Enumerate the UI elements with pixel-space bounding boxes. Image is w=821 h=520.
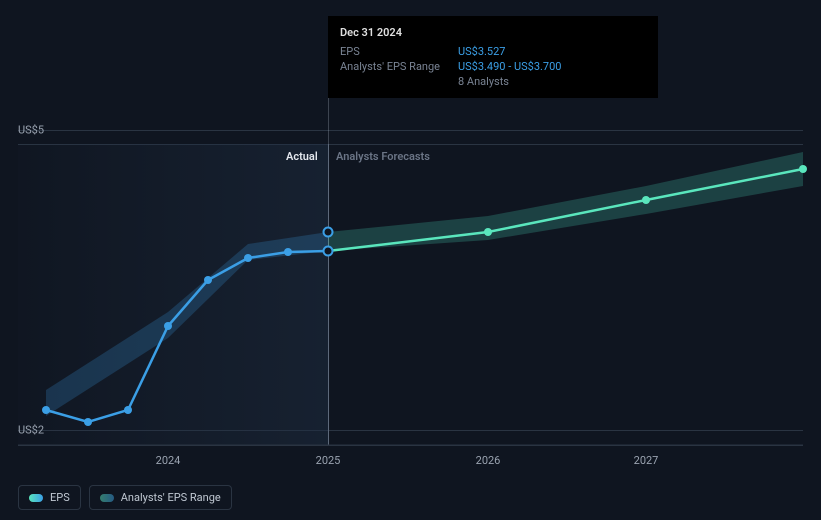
tooltip-key-range: Analysts' EPS Range bbox=[340, 60, 458, 73]
legend-swatch-icon bbox=[100, 494, 114, 502]
hover-ring-marker bbox=[324, 247, 333, 256]
eps-marker bbox=[284, 248, 292, 256]
tooltip-subtext: 8 Analysts bbox=[458, 75, 646, 88]
hover-ring-marker bbox=[324, 228, 333, 237]
tooltip-row: EPS US$3.527 bbox=[340, 45, 646, 58]
legend-item-eps[interactable]: EPS bbox=[18, 485, 81, 510]
legend-label: EPS bbox=[50, 491, 70, 504]
forecast-marker bbox=[799, 165, 807, 173]
eps-marker bbox=[42, 406, 50, 414]
eps-range-actual-band bbox=[46, 232, 328, 416]
legend: EPS Analysts' EPS Range bbox=[18, 485, 232, 510]
chart-svg bbox=[18, 120, 803, 450]
x-tick-label: 2027 bbox=[634, 454, 659, 467]
eps-range-forecast-band bbox=[328, 152, 803, 251]
eps-marker bbox=[124, 406, 132, 414]
chart-area[interactable]: Actual Analysts Forecasts US$5 US$2 2024… bbox=[18, 120, 803, 450]
legend-label: Analysts' EPS Range bbox=[121, 491, 221, 504]
eps-marker bbox=[244, 254, 252, 262]
x-tick-label: 2026 bbox=[476, 454, 501, 467]
x-tick-label: 2024 bbox=[156, 454, 181, 467]
legend-item-range[interactable]: Analysts' EPS Range bbox=[89, 485, 232, 510]
tooltip-date: Dec 31 2024 bbox=[340, 26, 646, 39]
eps-marker bbox=[84, 418, 92, 426]
tooltip-key-eps: EPS bbox=[340, 45, 458, 58]
x-tick-label: 2025 bbox=[316, 454, 341, 467]
forecast-marker bbox=[484, 228, 492, 236]
eps-marker bbox=[204, 276, 212, 284]
eps-line bbox=[46, 251, 328, 422]
forecast-marker bbox=[642, 196, 650, 204]
tooltip-row: Analysts' EPS Range US$3.490 - US$3.700 bbox=[340, 60, 646, 73]
tooltip-value-eps: US$3.527 bbox=[458, 45, 505, 58]
tooltip: Dec 31 2024 EPS US$3.527 Analysts' EPS R… bbox=[328, 16, 658, 98]
eps-marker bbox=[164, 322, 172, 330]
legend-swatch-icon bbox=[29, 494, 43, 502]
tooltip-value-range: US$3.490 - US$3.700 bbox=[458, 60, 561, 73]
